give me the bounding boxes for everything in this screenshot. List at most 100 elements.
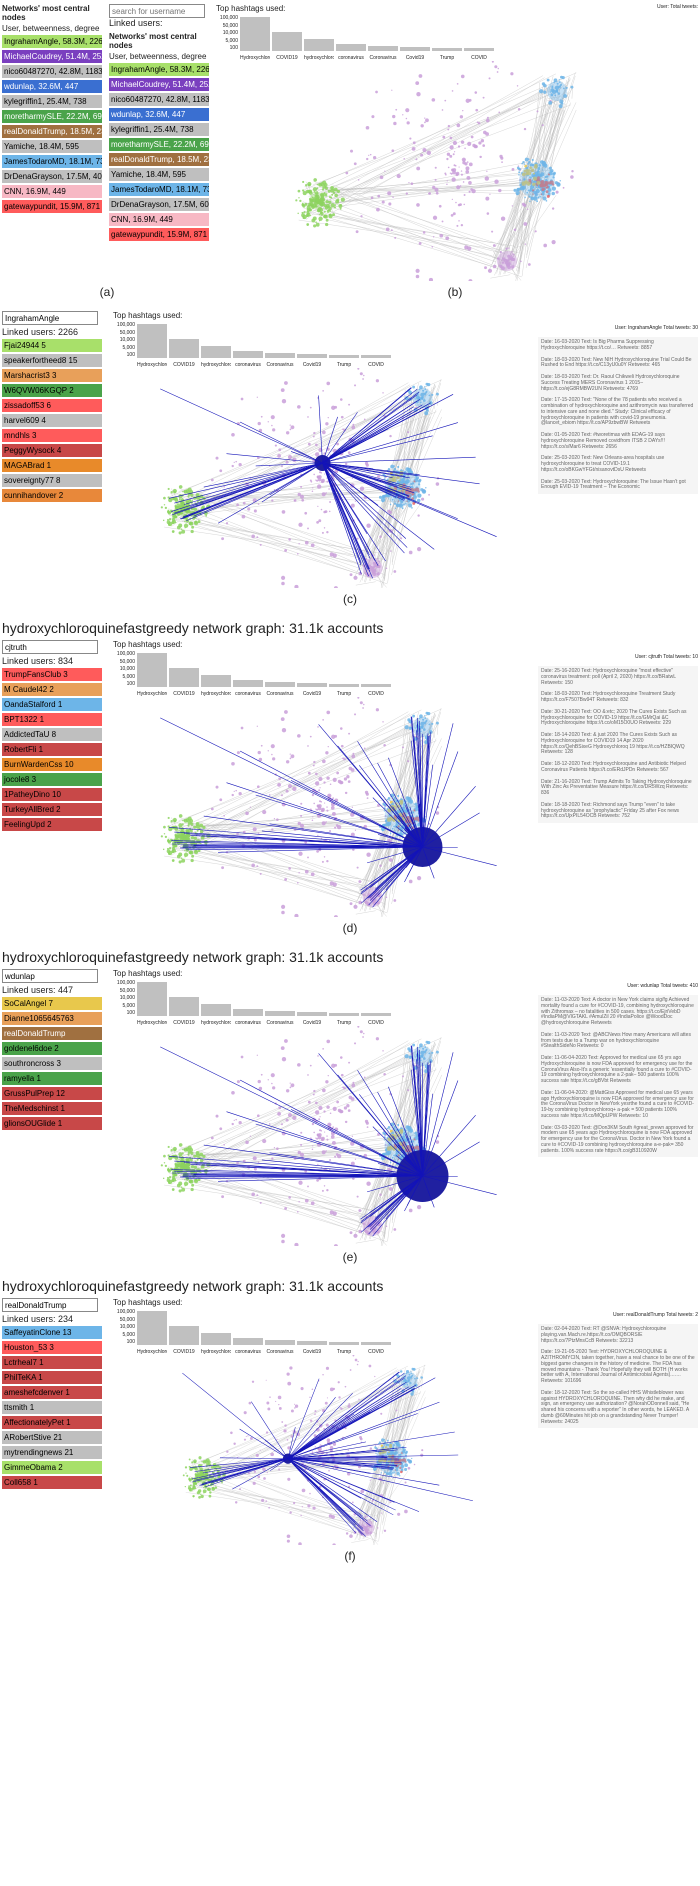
tweet-card: Date: 03-03-2020 Text: @Don3KM South #gr… — [538, 1123, 698, 1158]
list-item[interactable]: southroncross 3 — [2, 1057, 102, 1070]
label-a: (a) — [2, 285, 212, 299]
list-item[interactable]: RobertFli 1 — [2, 743, 102, 756]
list-item[interactable]: IngrahamAngle, 58.3M, 2266 — [2, 35, 102, 48]
network-graph-c — [113, 368, 532, 588]
tweet-card: Date: 11-03-2020 Text: @ABCNews How many… — [538, 1030, 698, 1053]
list-item[interactable]: harvel609 4 — [2, 414, 102, 427]
tweet-card: Date: 01-05-2020 Text: #tworetimas with … — [538, 430, 698, 453]
search-input-d[interactable] — [2, 640, 98, 654]
list-item[interactable]: FeelingUpd 2 — [2, 818, 102, 831]
panel-b: Top hashtags used: 100,00050,00010,0005,… — [216, 4, 698, 281]
list-item[interactable]: AffectionatelyPet 1 — [2, 1416, 102, 1429]
list-item[interactable]: glionsOUGlide 1 — [2, 1117, 102, 1130]
tweet-card: Date: 18-18-2020 Text: Richmond says Tru… — [538, 800, 698, 823]
list-item[interactable]: M Caudel42 2 — [2, 683, 102, 696]
list-item[interactable]: CNN, 16.9M, 449 — [109, 213, 209, 226]
list-item[interactable]: GrussPulPrep 12 — [2, 1087, 102, 1100]
list-item[interactable]: moretharmySLE, 22.2M, 692 — [2, 110, 102, 123]
list-item[interactable]: moretharmySLE, 22.2M, 692 — [109, 138, 209, 151]
list-item[interactable]: Yamiche, 18.4M, 595 — [109, 168, 209, 181]
list-item[interactable]: Houston_53 3 — [2, 1341, 102, 1354]
list-item[interactable]: Fjai24944 5 — [2, 339, 102, 352]
list-item[interactable]: ARobertStive 21 — [2, 1431, 102, 1444]
list-item[interactable]: wdunlap, 32.6M, 447 — [2, 80, 102, 93]
list-item[interactable]: SoCalAngel 7 — [2, 997, 102, 1010]
search-input-c[interactable] — [2, 311, 98, 325]
list-item[interactable]: zissadoff53 6 — [2, 399, 102, 412]
list-item[interactable]: Yamiche, 18.4M, 595 — [2, 140, 102, 153]
list-item[interactable]: DrDenaGrayson, 17.5M, 408 — [2, 170, 102, 183]
linked-c: Linked users: 2266 — [2, 327, 107, 337]
list-item[interactable]: GimmeObama 2 — [2, 1461, 102, 1474]
tweet-card: Date: 30-21-2020 Text: OO &:etc; 2020 Th… — [538, 707, 698, 730]
search-input-f[interactable] — [2, 1298, 98, 1312]
list-item[interactable]: BPT1322 1 — [2, 713, 102, 726]
list-item[interactable]: mndhls 3 — [2, 429, 102, 442]
list-item[interactable]: mytrendingnews 21 — [2, 1446, 102, 1459]
list-item[interactable]: JamesTodaroMD, 18.1M, 732 — [2, 155, 102, 168]
list-item[interactable]: MichaelCoudrey, 51.4M, 2527 — [2, 50, 102, 63]
linked-d: Linked users: 834 — [2, 656, 107, 666]
list-item[interactable]: SaffeyatinClone 13 — [2, 1326, 102, 1339]
node-list-d: TrumpFansClub 3 M Caudel42 2 OandaStalford… — [2, 668, 102, 831]
list-item[interactable]: MichaelCoudrey, 51.4M, 2527 — [109, 78, 209, 91]
tweet-card: Date: 11-06-04-2020 Text: Approved for m… — [538, 1053, 698, 1088]
list-item[interactable]: AddictedTaU 8 — [2, 728, 102, 741]
tweet-card: Date: 16-03-2020 Text: Is Big Pharma Sup… — [538, 337, 698, 355]
panel-title-e: hydroxychloroquinefastgreedy network gra… — [2, 949, 698, 965]
list-item[interactable]: DrDenaGrayson, 17.5M, 608 — [109, 198, 209, 211]
list-item[interactable]: speakerfortheed8 15 — [2, 354, 102, 367]
list-item[interactable]: MAGABrad 1 — [2, 459, 102, 472]
user-total-b: User: Total tweets: — [657, 4, 698, 59]
list-item[interactable]: gatewaypundit, 15.9M, 871 — [109, 228, 209, 241]
tweet-card: Date: 18-14-2020 Text: & just 2020 The C… — [538, 730, 698, 759]
list-item[interactable]: sovereignty77 8 — [2, 474, 102, 487]
list-item[interactable]: gatewaypundit, 15.9M, 871 — [2, 200, 102, 213]
list-item[interactable]: JamesTodaroMD, 18.1M, 732 — [109, 183, 209, 196]
list-item[interactable]: nico60487270, 42.8M, 1183 — [109, 93, 209, 106]
list-item[interactable]: BurnWardenCss 10 — [2, 758, 102, 771]
panel-title-d: hydroxychloroquinefastgreedy network gra… — [2, 620, 698, 636]
list-item[interactable]: IngrahamAngle, 58.3M, 2266 — [109, 63, 209, 76]
list-item[interactable]: kylegriffin1, 25.4M, 738 — [109, 123, 209, 136]
list-item[interactable]: PhilTeKA 1 — [2, 1371, 102, 1384]
list-item[interactable]: PeggyWysock 4 — [2, 444, 102, 457]
list-item[interactable]: TrumpFansClub 3 — [2, 668, 102, 681]
list-item[interactable]: 1PatheyDino 10 — [2, 788, 102, 801]
list-item[interactable]: wdunlap, 32.6M, 447 — [109, 108, 209, 121]
network-graph-f — [113, 1355, 532, 1545]
network-graph-e — [113, 1026, 532, 1246]
list-item[interactable]: Lctrheal7 1 — [2, 1356, 102, 1369]
central-sub-2: User, betweenness, degree — [109, 52, 212, 61]
search-input-a[interactable] — [109, 4, 205, 18]
list-item[interactable]: realDonaldTrump, 18.5M, 234 — [2, 125, 102, 138]
list-item[interactable]: ttsmith 1 — [2, 1401, 102, 1414]
list-item[interactable]: OandaStalford 1 — [2, 698, 102, 711]
list-item[interactable]: ramyella 1 — [2, 1072, 102, 1085]
central-header-2: Networks' most central nodes — [109, 32, 212, 50]
list-item[interactable]: cunnihandover 2 — [2, 489, 102, 502]
tweet-card: Date: 11-06-04-2020: @MattGiss Approved … — [538, 1088, 698, 1123]
central-node-list-2: IngrahamAngle, 58.3M, 2266 MichaelCoudrey… — [109, 63, 209, 241]
central-header: Networks' most central nodes — [2, 4, 105, 22]
list-item[interactable]: realDonaldTrump, 18.5M, 234 — [109, 153, 209, 166]
list-item[interactable]: kylegriffin1, 25.4M, 738 — [2, 95, 102, 108]
tweet-card: Date: 11-03-2020 Text: A doctor in New Y… — [538, 995, 698, 1030]
search-input-e[interactable] — [2, 969, 98, 983]
central-node-list-1: IngrahamAngle, 58.3M, 2266 MichaelCoudrey… — [2, 35, 102, 213]
list-item[interactable]: nico60487270, 42.8M, 1183 — [2, 65, 102, 78]
label-e: (e) — [2, 1250, 698, 1264]
list-item[interactable]: Marshacrist3 3 — [2, 369, 102, 382]
list-item[interactable]: W6QVW06KGQP 2 — [2, 384, 102, 397]
tweet-card: Date: 21-16-2020 Text: Trump Admits To T… — [538, 777, 698, 800]
list-item[interactable]: TurkeyAllBred 2 — [2, 803, 102, 816]
label-b: (b) — [212, 285, 698, 299]
list-item[interactable]: ameshefcdenver 1 — [2, 1386, 102, 1399]
list-item[interactable]: TheMedschinst 1 — [2, 1102, 102, 1115]
list-item[interactable]: realDonaldTrump — [2, 1027, 102, 1040]
list-item[interactable]: goldenel6doe 2 — [2, 1042, 102, 1055]
list-item[interactable]: CNN, 16.9M, 449 — [2, 185, 102, 198]
list-item[interactable]: Coll658 1 — [2, 1476, 102, 1489]
list-item[interactable]: Dianne1065645763 — [2, 1012, 102, 1025]
list-item[interactable]: jocole8 3 — [2, 773, 102, 786]
